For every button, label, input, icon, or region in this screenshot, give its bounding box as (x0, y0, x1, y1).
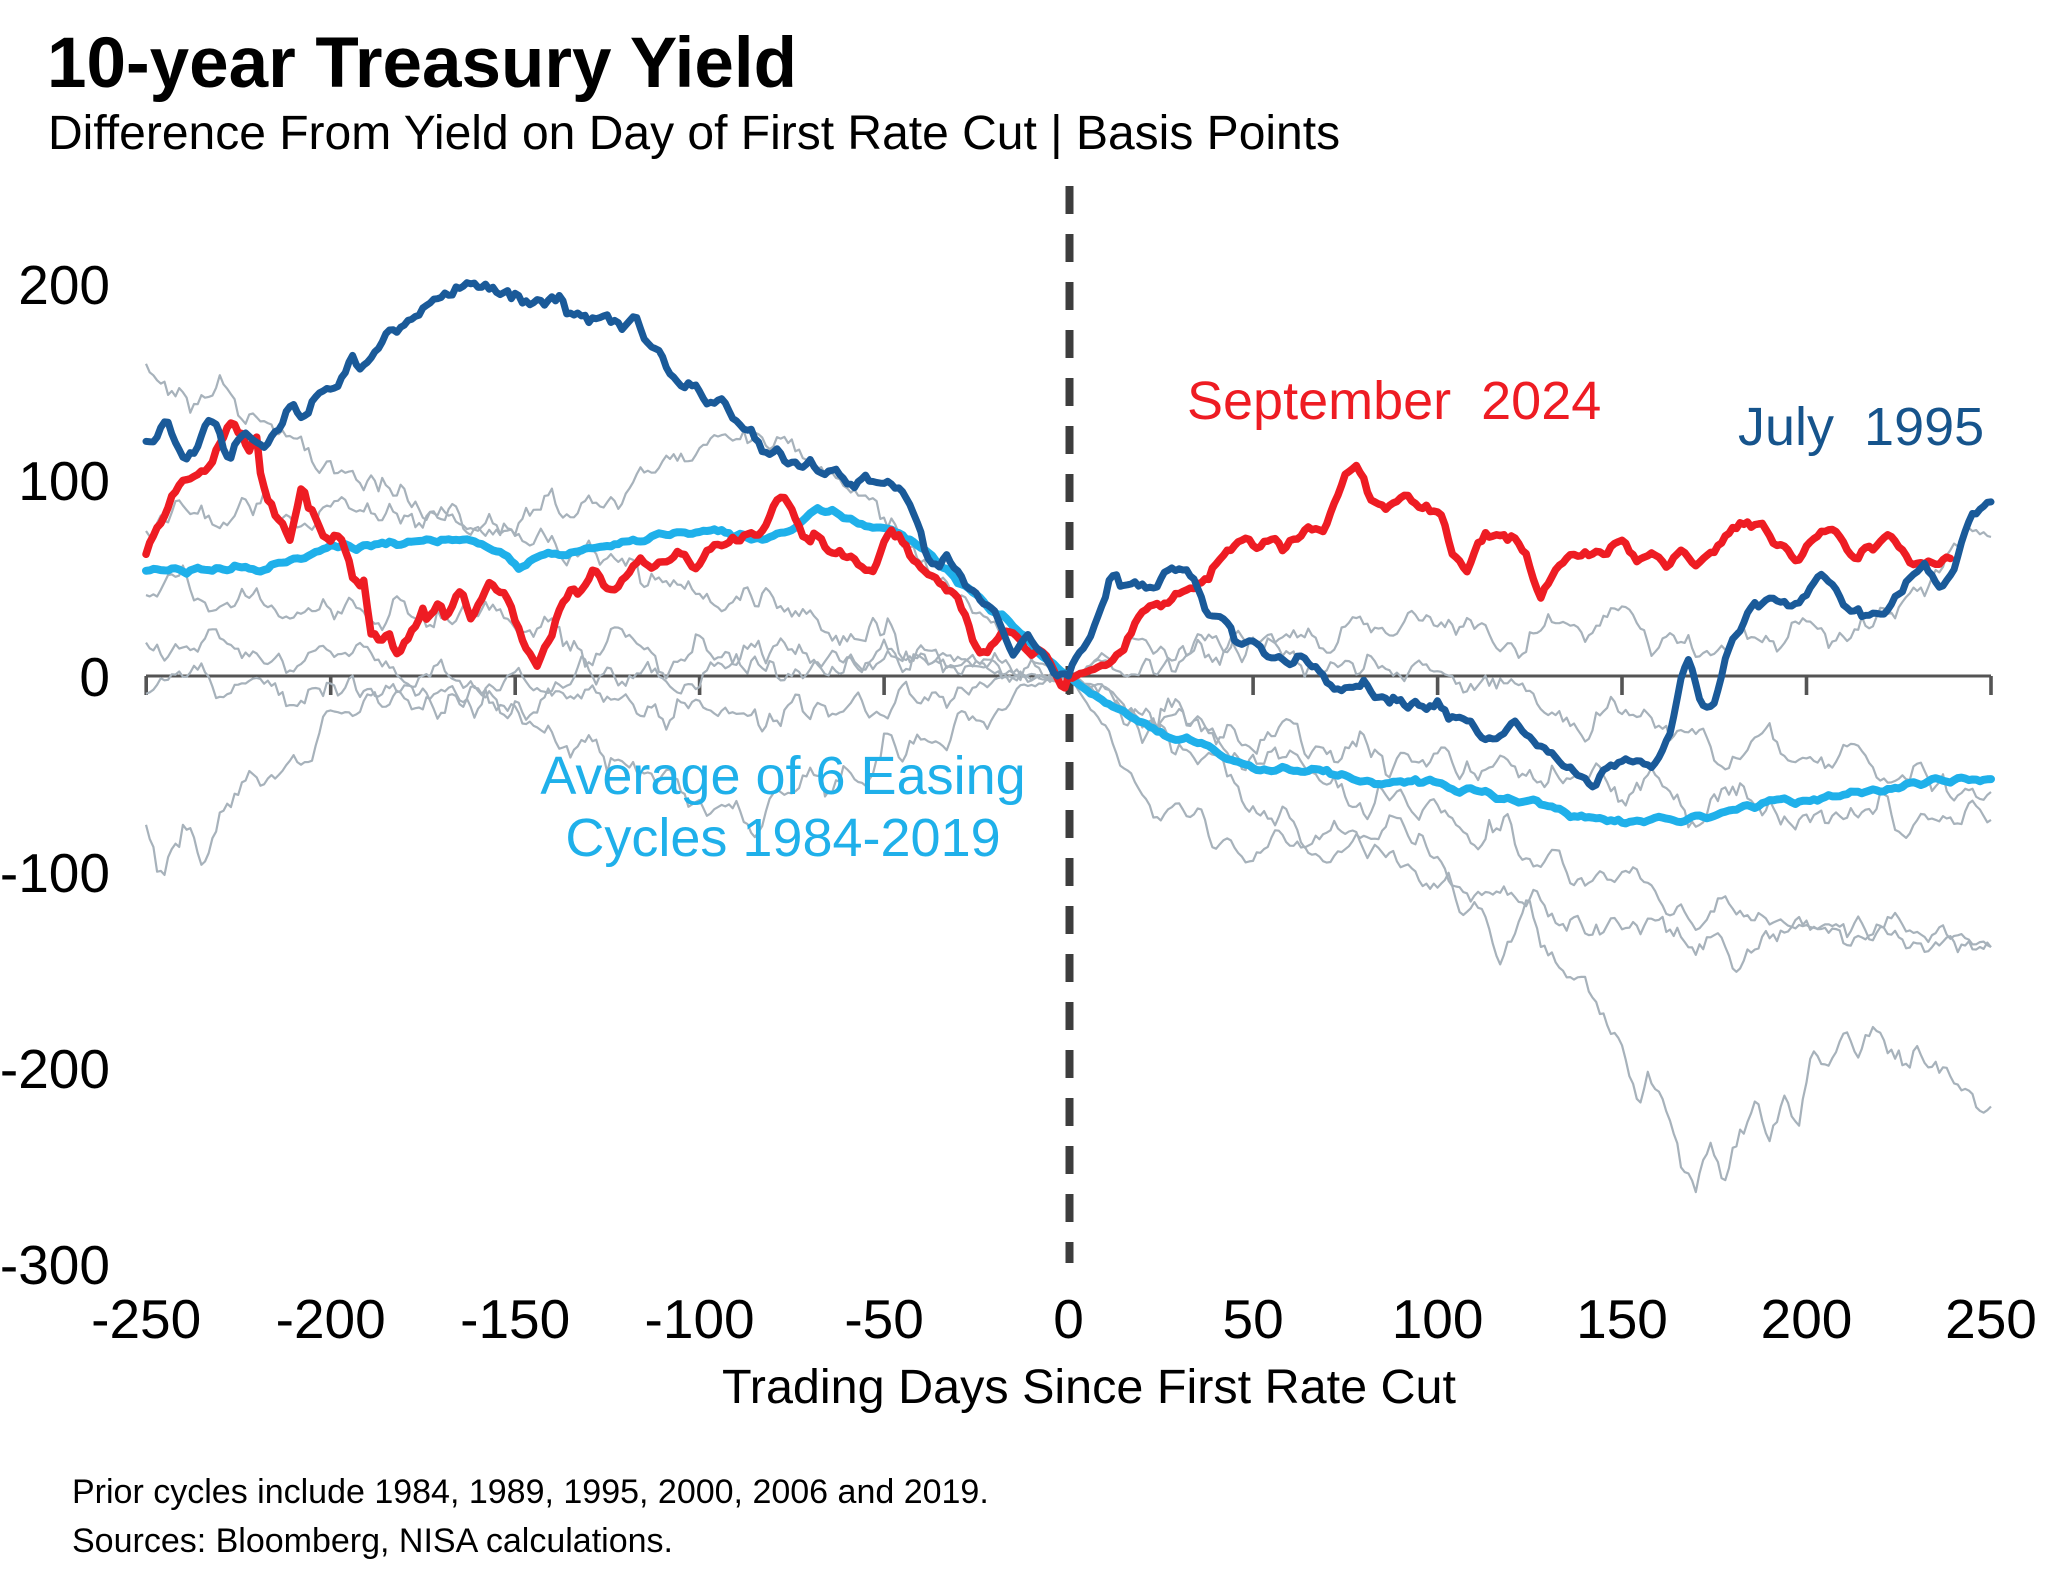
svg-text:100: 100 (18, 450, 110, 512)
svg-text:150: 150 (1576, 1288, 1668, 1350)
svg-text:200: 200 (18, 254, 110, 316)
svg-text:-100: -100 (645, 1288, 755, 1350)
svg-text:100: 100 (1392, 1288, 1484, 1350)
svg-text:-100: -100 (0, 842, 110, 904)
svg-text:0: 0 (79, 646, 110, 708)
svg-text:Difference From Yield on Day o: Difference From Yield on Day of First Ra… (48, 107, 1340, 160)
svg-text:Prior cycles include 1984, 19: Prior cycles include 1984, 1989, 1995, 2… (72, 1473, 989, 1511)
svg-text:-300: -300 (0, 1234, 110, 1296)
svg-text:200: 200 (1761, 1288, 1853, 1350)
svg-text:250: 250 (1945, 1288, 2037, 1350)
svg-text:-150: -150 (460, 1288, 570, 1350)
svg-text:-200: -200 (276, 1288, 386, 1350)
svg-text:July 1995: July 1995 (1738, 397, 1984, 457)
svg-text:50: 50 (1223, 1288, 1284, 1350)
svg-text:September 2024: September 2024 (1187, 371, 1601, 431)
svg-text:-200: -200 (0, 1038, 110, 1100)
svg-text:0: 0 (1053, 1288, 1084, 1350)
svg-text:Trading Days Since First Rate: Trading Days Since First Rate Cut (722, 1360, 1457, 1414)
svg-text:10-year Treasury Yield: 10-year Treasury Yield (47, 24, 797, 103)
svg-text:-50: -50 (844, 1288, 924, 1350)
svg-text:Average of 6 Easing: Average of 6 Easing (540, 746, 1025, 806)
svg-text:Cycles 1984-2019: Cycles 1984-2019 (565, 808, 1000, 868)
svg-text:Sources: Bloomberg, NISA calc: Sources: Bloomberg, NISA calculations. (72, 1522, 673, 1560)
svg-text:-250: -250 (91, 1288, 201, 1350)
